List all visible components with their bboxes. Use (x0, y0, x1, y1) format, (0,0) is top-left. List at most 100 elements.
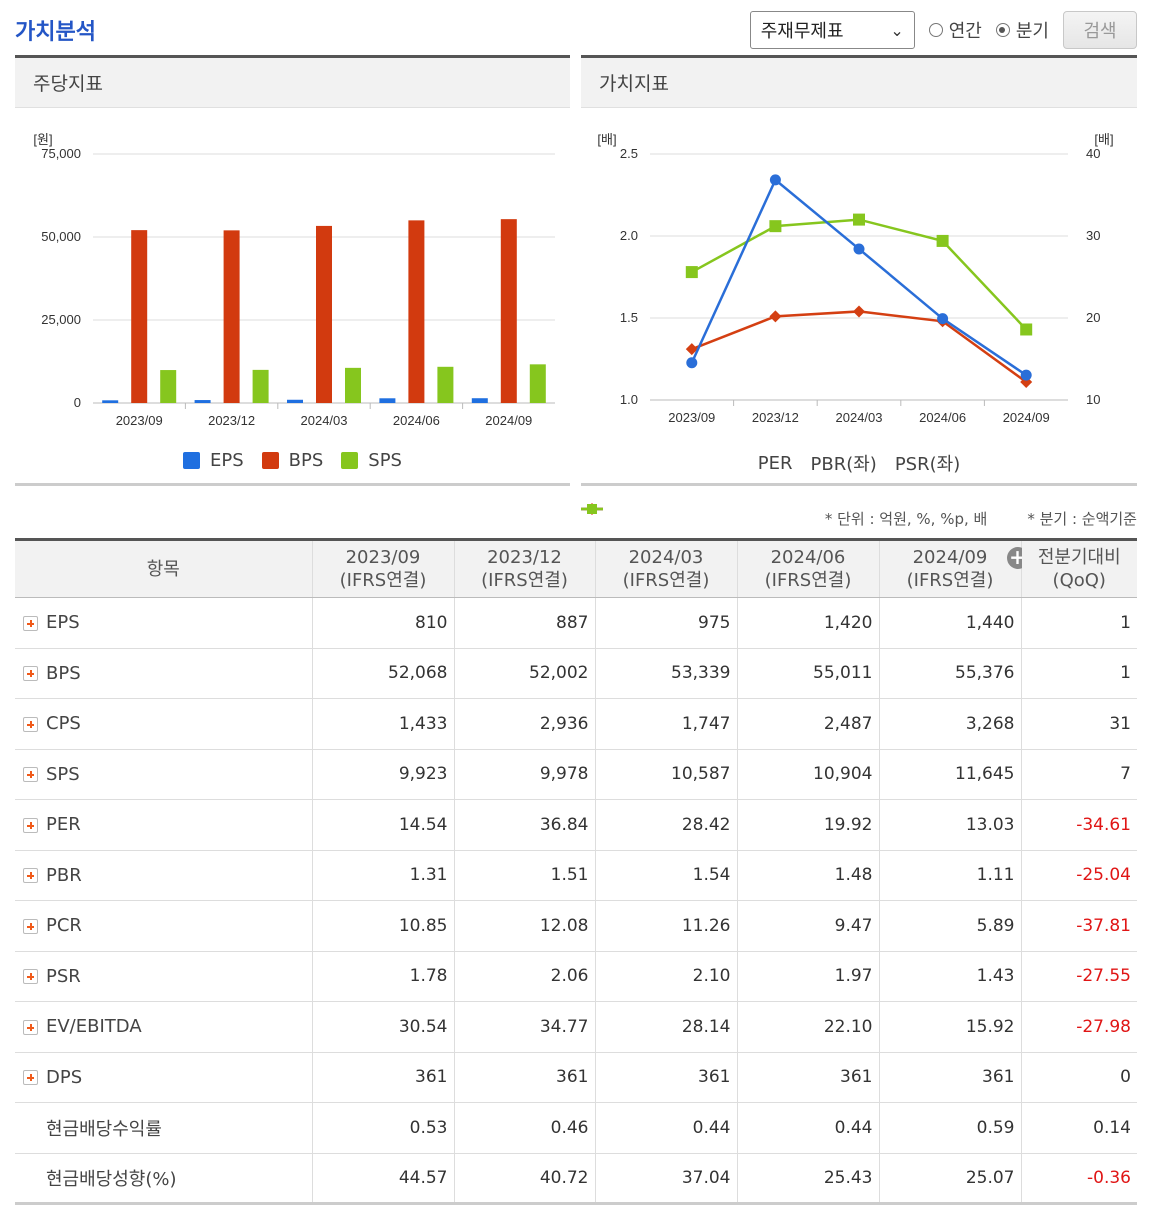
table-row: EPS 810 887 975 1,420 1,440 1 (15, 597, 1137, 649)
legend-label: EPS (209, 450, 244, 471)
radio-quarter[interactable]: 분기 (995, 17, 1049, 43)
radio-quarter-circle-icon[interactable] (995, 23, 1010, 37)
x-tick-label: 2024/09 (485, 413, 532, 428)
value-cell: 11.26 (594, 900, 737, 952)
row-label-cell[interactable]: DPS (15, 1052, 312, 1103)
value-cell: 0.46 (453, 1102, 595, 1154)
row-label-cell[interactable]: BPS (15, 648, 312, 699)
row-label-cell[interactable]: SPS (15, 749, 312, 800)
legend-swatch (261, 452, 279, 469)
per-point (1020, 369, 1032, 381)
expand-plus-icon[interactable] (23, 615, 38, 631)
value-cell: 1.48 (736, 850, 879, 901)
bar-eps (194, 400, 211, 403)
expand-plus-icon[interactable] (23, 767, 38, 783)
expand-plus-icon[interactable] (23, 716, 38, 732)
row-label: BPS (46, 662, 81, 684)
y-right-tick-label: 20 (1086, 310, 1100, 325)
legend-item-sps[interactable]: SPS (341, 450, 402, 471)
legend-item-diamond[interactable]: PBR(좌) (581, 450, 877, 515)
value-cell: 361 (311, 1052, 454, 1103)
legend-label: PER (757, 452, 793, 474)
value-cell: 1,420 (736, 597, 879, 649)
row-label-cell[interactable]: EV/EBITDA (15, 1001, 312, 1053)
legend-label: PSR(좌) (894, 454, 961, 475)
value-cell: 9.47 (736, 900, 879, 952)
table-row: 현금배당수익률 0.53 0.46 0.44 0.44 0.59 0.14 (15, 1102, 1137, 1154)
x-tick-label: 2023/09 (668, 410, 715, 425)
row-label-cell[interactable]: PER (15, 799, 312, 851)
header-sublabel: (IFRS연결) (622, 570, 710, 591)
table-row: PCR 10.85 12.08 11.26 9.47 5.89 -37.81 (15, 900, 1137, 952)
statement-select[interactable]: 주재무제표 ⌄ (749, 11, 915, 49)
value-cell: 1.54 (594, 850, 737, 901)
legend-swatch (341, 452, 359, 469)
value-cell: 361 (736, 1052, 879, 1103)
value-cell: 52,002 (453, 648, 595, 699)
value-cell: 34.77 (453, 1001, 595, 1053)
row-label: PER (46, 814, 81, 836)
header-col-3: 2024/03 (IFRS연결) (594, 538, 737, 598)
expand-plus-icon[interactable] (23, 969, 38, 985)
expand-plus-icon[interactable] (23, 817, 38, 833)
value-cell: 1,747 (594, 698, 737, 750)
value-cell: 28.42 (594, 799, 737, 851)
qoq-cell: -27.98 (1020, 1001, 1137, 1053)
table-row: PER 14.54 36.84 28.42 19.92 13.03 -34.61 (15, 799, 1137, 851)
value-cell: 28.14 (594, 1001, 737, 1053)
value-cell: 55,376 (878, 648, 1021, 699)
header-label: 2024/03 (628, 547, 704, 568)
square-marker-icon (581, 504, 603, 514)
table-row: SPS 9,923 9,978 10,587 10,904 11,645 7 (15, 749, 1137, 800)
header-label: 전분기대비 (1037, 547, 1121, 568)
radio-annual-label: 연간 (948, 21, 982, 42)
bar-bps (131, 230, 148, 403)
legend-label: PBR(좌) (810, 454, 877, 475)
value-cell: 0.59 (878, 1102, 1021, 1154)
y-left-tick-label: 1.5 (620, 310, 638, 325)
bar-eps (379, 398, 396, 403)
row-label-cell[interactable]: PBR (15, 850, 312, 901)
value-cell: 37.04 (594, 1153, 737, 1205)
header-col-2: 2023/12 (IFRS연결) (453, 538, 595, 598)
row-label-cell[interactable]: CPS (15, 698, 312, 750)
expand-plus-icon[interactable] (23, 1019, 38, 1035)
header-label: 2024/09 (912, 547, 988, 568)
value-cell: 40.72 (453, 1153, 595, 1205)
radio-annual-circle-icon[interactable] (928, 23, 943, 37)
bar-bps (500, 219, 517, 403)
search-button[interactable]: 검색 (1063, 11, 1137, 49)
row-label: PSR (46, 965, 81, 987)
value-cell: 5.89 (878, 900, 1021, 952)
bar-bps (223, 230, 240, 403)
x-tick-label: 2024/06 (393, 413, 440, 428)
row-label-cell[interactable]: PCR (15, 900, 312, 952)
row-label: EV/EBITDA (46, 1016, 142, 1038)
row-label: 현금배당수익률 (46, 1118, 162, 1140)
header-label: 2024/06 (770, 547, 846, 568)
legend-item-eps[interactable]: EPS (182, 450, 244, 471)
expand-plus-icon[interactable] (23, 1070, 38, 1086)
legend-item-square[interactable]: PSR(좌) (581, 450, 961, 514)
bar-eps (287, 399, 303, 403)
expand-plus-icon[interactable] (23, 918, 38, 934)
x-tick-label: 2023/09 (116, 413, 163, 428)
x-tick-label: 2024/06 (919, 410, 966, 425)
legend-item-bps[interactable]: BPS (261, 450, 323, 471)
value-cell: 15.92 (878, 1001, 1021, 1053)
legend-item-circle[interactable]: PER (581, 450, 793, 514)
value-cell: 12.08 (453, 900, 595, 952)
expand-plus-icon[interactable] (23, 666, 38, 682)
qoq-cell: -37.81 (1020, 900, 1137, 952)
radio-annual[interactable]: 연간 (928, 17, 982, 43)
value-cell: 10.85 (311, 900, 454, 952)
legend-swatch (182, 452, 200, 469)
psr-point (936, 234, 949, 247)
expand-plus-icon[interactable] (23, 868, 38, 884)
table-row: PSR 1.78 2.06 2.10 1.97 1.43 -27.55 (15, 951, 1137, 1002)
radio-quarter-label: 분기 (1015, 21, 1049, 42)
row-label-cell[interactable]: EPS (15, 597, 312, 649)
value-cell: 2,936 (453, 698, 595, 750)
row-label-cell[interactable]: PSR (15, 951, 312, 1002)
qoq-cell: 0.14 (1020, 1102, 1137, 1154)
